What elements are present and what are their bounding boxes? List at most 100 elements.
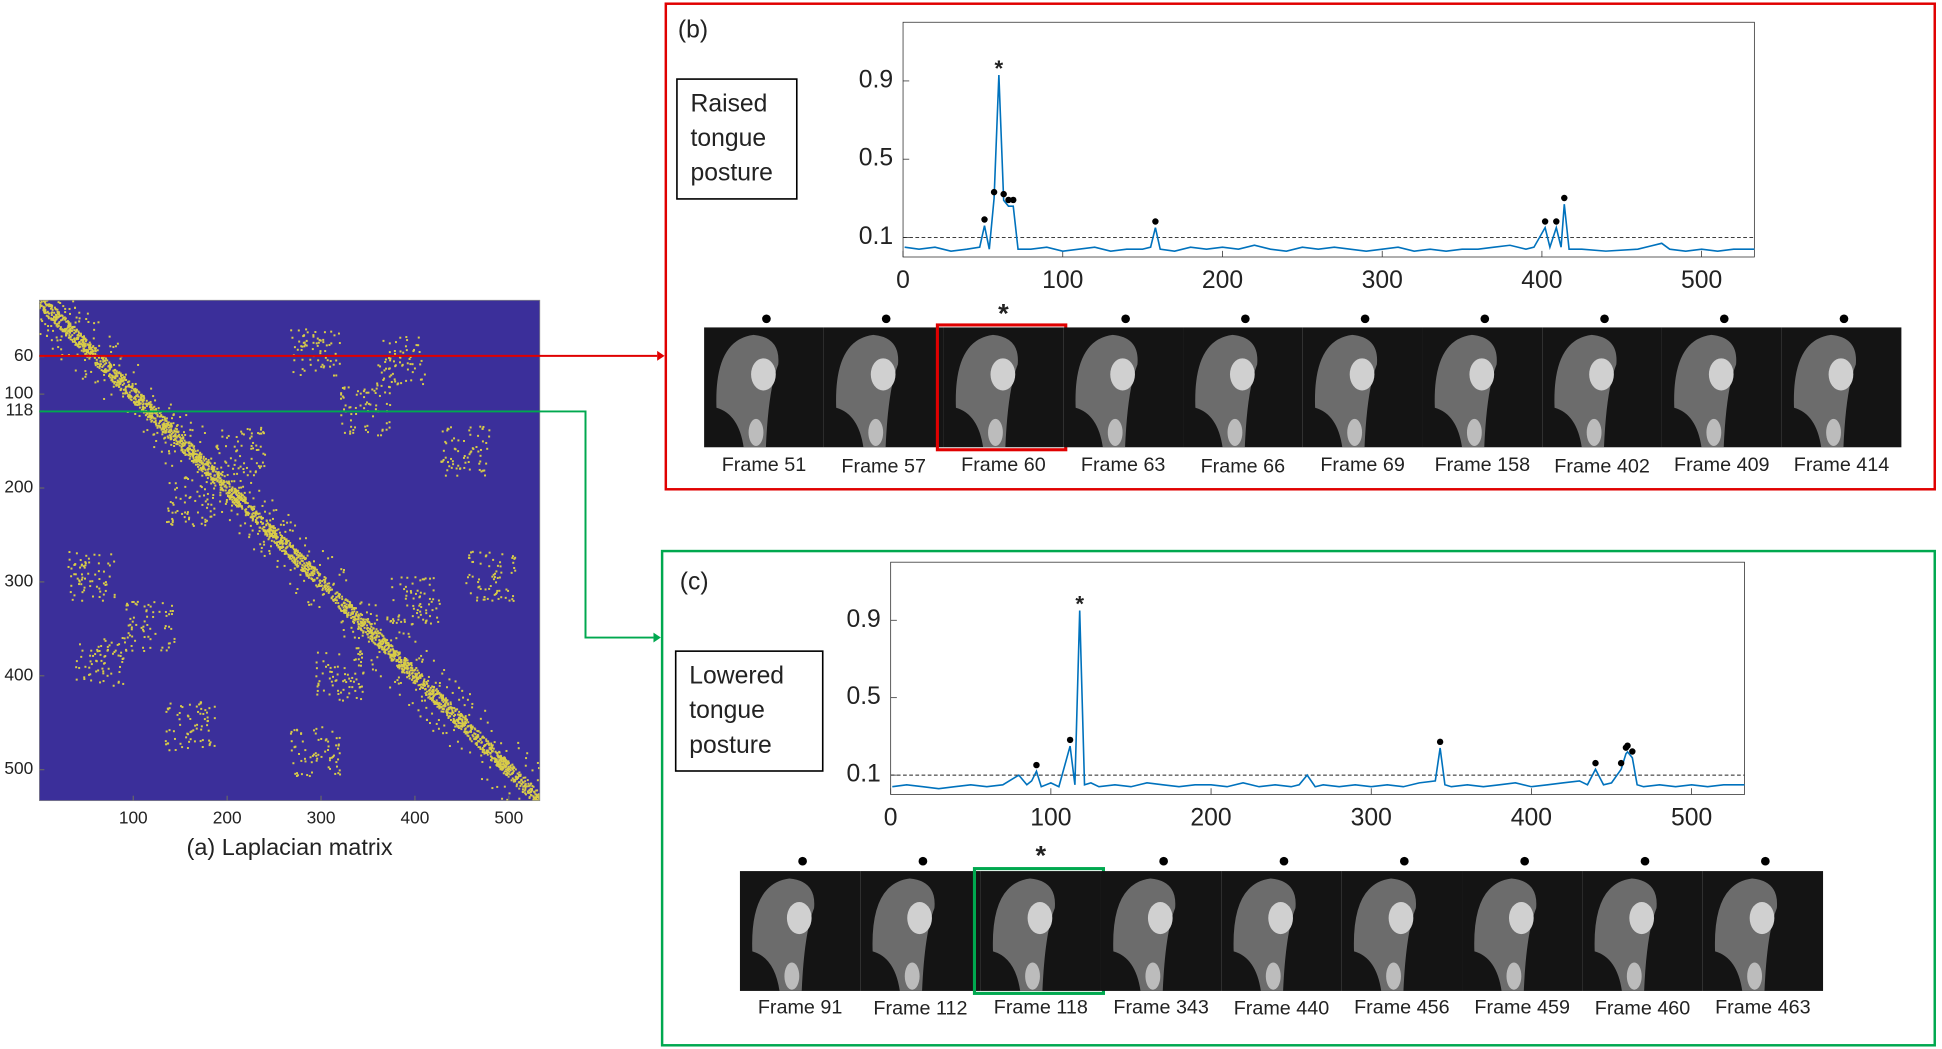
- matrix-entry: [122, 682, 125, 685]
- matrix-entry: [53, 306, 56, 309]
- matrix-entry: [378, 642, 381, 645]
- matrix-entry: [257, 465, 260, 468]
- matrix-entry: [69, 312, 71, 315]
- matrix-entry: [392, 653, 395, 656]
- matrix-entry: [300, 732, 303, 735]
- annotation-line: tongue: [691, 125, 767, 152]
- matrix-entry: [481, 751, 484, 754]
- matrix-entry: [491, 787, 494, 790]
- arrowhead: [653, 632, 661, 643]
- matrix-entry: [167, 507, 170, 510]
- matrix-entry: [87, 321, 90, 324]
- matrix-entry: [503, 760, 506, 763]
- matrix-entry: [323, 331, 326, 334]
- matrix-entry: [185, 476, 188, 479]
- annotation-line: tongue: [689, 697, 765, 724]
- matrix-entry: [476, 729, 479, 732]
- matrix-entry: [386, 618, 389, 621]
- matrix-entry: [460, 728, 463, 731]
- matrix-entry: [408, 703, 411, 706]
- matrix-entry: [498, 589, 501, 592]
- matrix-entry: [160, 428, 163, 431]
- matrix-entry: [337, 744, 340, 747]
- matrix-entry: [181, 443, 184, 446]
- x-tick-label: 500: [1681, 267, 1722, 294]
- matrix-entry: [459, 715, 462, 718]
- matrix-entry: [242, 471, 245, 474]
- matrix-entry: [263, 554, 266, 557]
- matrix-entry: [479, 454, 482, 457]
- matrix-entry: [268, 512, 271, 515]
- matrix-entry: [419, 613, 422, 616]
- matrix-entry: [367, 620, 370, 623]
- matrix-entry: [511, 768, 514, 771]
- matrix-entry: [213, 466, 216, 469]
- matrix-entry: [50, 305, 53, 308]
- matrix-entry: [380, 633, 383, 636]
- matrix-entry: [233, 463, 236, 466]
- matrix-entry: [529, 802, 531, 804]
- matrix-entry: [536, 779, 539, 782]
- matrix-entry: [183, 431, 185, 434]
- matrix-entry: [170, 430, 173, 433]
- matrix-entry: [518, 771, 521, 774]
- matrix-entry: [291, 529, 294, 532]
- matrix-entry: [100, 659, 103, 662]
- matrix-entry: [563, 792, 565, 794]
- matrix-entry: [304, 544, 307, 547]
- matrix-entry: [145, 399, 148, 402]
- matrix-entry: [223, 481, 226, 484]
- matrix-entry: [153, 421, 156, 424]
- matrix-entry: [324, 750, 327, 753]
- matrix-entry: [454, 709, 457, 712]
- matrix-entry: [458, 722, 461, 724]
- matrix-entry: [114, 377, 117, 380]
- matrix-entry: [314, 331, 317, 333]
- matrix-entry: [450, 707, 453, 710]
- matrix-entry: [142, 405, 145, 408]
- matrix-entry: [200, 728, 203, 731]
- matrix-entry: [476, 596, 479, 599]
- matrix-entry: [438, 696, 441, 699]
- matrix-entry: [400, 382, 403, 385]
- matrix-entry: [141, 400, 144, 403]
- frame-star: *: [998, 297, 1009, 328]
- matrix-entry: [375, 636, 378, 639]
- matrix-entry: [230, 504, 233, 507]
- matrix-entry: [129, 623, 132, 626]
- matrix-entry: [248, 533, 251, 536]
- matrix-entry: [81, 377, 84, 380]
- matrix-entry: [321, 589, 324, 591]
- matrix-entry: [330, 342, 333, 345]
- matrix-entry: [376, 656, 379, 659]
- matrix-entry: [220, 466, 223, 469]
- matrix-entry: [189, 421, 192, 424]
- matrix-entry: [445, 710, 448, 713]
- matrix-entry: [311, 348, 314, 351]
- matrix-entry: [104, 359, 107, 362]
- matrix-entry: [443, 669, 446, 672]
- matrix-entry: [143, 636, 146, 639]
- matrix-entry: [312, 334, 315, 337]
- matrix-entry: [49, 305, 52, 308]
- matrix-entry: [174, 488, 177, 491]
- matrix-entry: [411, 677, 414, 680]
- matrix-entry: [338, 653, 341, 656]
- matrix-entry: [82, 338, 85, 341]
- matrix-entry: [111, 652, 114, 655]
- matrix-entry: [463, 722, 466, 725]
- matrix-entry: [307, 562, 310, 565]
- matrix-entry: [428, 693, 431, 696]
- matrix-entry: [75, 660, 78, 663]
- matrix-entry: [290, 749, 293, 752]
- matrix-entry: [418, 671, 420, 674]
- matrix-entry: [514, 780, 517, 783]
- matrix-entry: [384, 638, 387, 641]
- matrix-entry: [378, 650, 381, 653]
- matrix-entry: [414, 576, 417, 579]
- matrix-entry: [401, 363, 404, 366]
- matrix-entry: [405, 594, 408, 597]
- matrix-entry: [328, 677, 331, 680]
- matrix-entry: [40, 297, 42, 299]
- matrix-entry: [199, 461, 202, 464]
